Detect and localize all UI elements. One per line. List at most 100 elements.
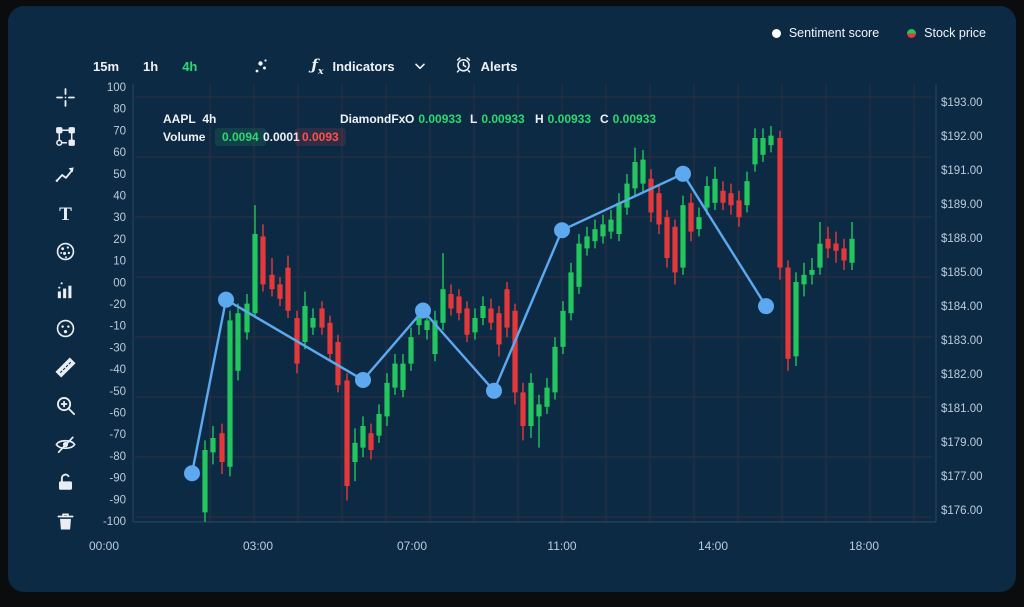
- candle-body: [664, 217, 670, 258]
- tool-ruler[interactable]: [52, 354, 79, 381]
- alerts-label: Alerts: [480, 58, 518, 74]
- tool-delete[interactable]: [52, 508, 79, 535]
- chart-toolbar: 15m 1h 4h ƒx Indicators Alerts: [93, 55, 517, 77]
- volume-chip-up: 0.0094: [215, 128, 266, 146]
- candle-body: [376, 414, 382, 436]
- right-axis-tick-label: $176.00: [941, 505, 983, 517]
- candle-body: [432, 320, 438, 354]
- emoji-icon: [54, 317, 77, 340]
- zoom-in-icon: [54, 394, 77, 417]
- candle-body: [841, 248, 847, 261]
- candle-body: [384, 382, 390, 417]
- candlestick-series: [202, 126, 855, 522]
- candle-body: [310, 318, 316, 328]
- sentiment-point: [218, 291, 234, 308]
- stock-legend-label: Stock price: [924, 26, 986, 40]
- left-axis-tick-label: 10: [113, 256, 126, 268]
- indicators-button[interactable]: ƒx Indicators: [311, 56, 427, 77]
- scatter-dots-icon[interactable]: [251, 56, 271, 76]
- sphere-icon: [54, 240, 77, 263]
- candle-body: [344, 380, 350, 486]
- provider-label: DiamondFx: [340, 112, 406, 126]
- ohlc-value: 0.00933: [612, 112, 657, 126]
- right-axis-tick-label: $185.00: [941, 267, 983, 279]
- chart-legend: Sentiment score Stock price: [771, 26, 986, 40]
- candle-body: [640, 159, 646, 184]
- crosshair-icon: [54, 86, 77, 109]
- candle-body: [368, 433, 374, 450]
- ruler-icon: [54, 356, 77, 379]
- volume-chip-down: 0.0093: [295, 128, 346, 146]
- tool-sphere[interactable]: [52, 238, 79, 265]
- x-axis-tick-label: 03:00: [243, 539, 273, 553]
- chart-canvas[interactable]: 100 80 70 60 50 40 30 20 10 00 -20 -10 -30 -40 -50 -60 -…: [8, 6, 1016, 592]
- candle-body: [801, 274, 807, 285]
- tool-trend-line[interactable]: [52, 161, 79, 188]
- candle-body: [285, 267, 291, 311]
- right-axis-tick-label: $183.00: [941, 335, 983, 347]
- text-tool-icon: T: [54, 202, 77, 225]
- right-axis-tick-label: $181.00: [941, 403, 983, 415]
- candle-body: [728, 193, 734, 206]
- ohlc-high: H 0.00933: [535, 112, 591, 126]
- tool-forecast-bars[interactable]: [52, 277, 79, 304]
- candle-body: [496, 313, 502, 345]
- candle-body: [544, 387, 550, 407]
- left-axis-tick-label: 00: [113, 277, 126, 289]
- drawing-tools-sidebar: T: [52, 84, 79, 535]
- right-axis-tick-label: $189.00: [941, 199, 983, 211]
- left-axis-tick-label: 80: [113, 104, 126, 116]
- candle-body: [302, 306, 308, 342]
- symbol-and-interval: AAPL 4h: [163, 112, 216, 126]
- timeframe-15m[interactable]: 15m: [93, 58, 120, 74]
- tool-lock-open[interactable]: [52, 469, 79, 496]
- sentiment-point: [184, 465, 200, 482]
- left-axis-tick-label: -90: [109, 473, 126, 485]
- candle-body: [235, 313, 241, 371]
- left-axis-tick-label: -80: [109, 451, 126, 463]
- candle-body: [480, 306, 486, 318]
- candle-body: [520, 392, 526, 426]
- candle-body: [552, 346, 558, 393]
- left-axis-tick-label: -30: [109, 342, 126, 354]
- candle-body: [488, 308, 494, 323]
- candle-body: [504, 289, 510, 328]
- legend-item-stock[interactable]: Stock price: [907, 26, 986, 40]
- candle-body: [269, 274, 275, 290]
- right-axis-tick-label: $182.00: [941, 369, 983, 381]
- tool-text[interactable]: T: [52, 200, 79, 227]
- eye-off-icon: [54, 433, 77, 456]
- sentiment-point: [415, 302, 431, 319]
- candle-body: [680, 205, 686, 268]
- candle-body: [760, 138, 766, 155]
- right-axis-tick-label: $191.00: [941, 165, 983, 177]
- alerts-button[interactable]: Alerts: [454, 55, 518, 77]
- tool-crosshair[interactable]: [52, 84, 79, 111]
- candle-body: [352, 442, 358, 462]
- candle-body: [227, 320, 233, 467]
- tool-anchor-points[interactable]: [52, 123, 79, 150]
- tool-emoji[interactable]: [52, 315, 79, 342]
- forecast-bars-icon: [54, 279, 77, 302]
- sentiment-point: [554, 222, 570, 239]
- candle-body: [576, 243, 582, 287]
- right-axis-tick-label: $177.00: [941, 471, 983, 483]
- tool-hide-drawings[interactable]: [52, 431, 79, 458]
- ohlc-open: O 0.00933: [405, 112, 462, 126]
- sentiment-point: [675, 165, 691, 182]
- axis-frame: [132, 84, 937, 523]
- ohlc-low: L 0.00933: [470, 112, 525, 126]
- x-axis-tick-label: 00:00: [89, 539, 119, 553]
- left-axis-tick-label: -20: [109, 299, 126, 311]
- candle-body: [688, 202, 694, 232]
- legend-item-sentiment[interactable]: Sentiment score: [771, 26, 879, 40]
- candle-body: [472, 318, 478, 333]
- candle-body: [785, 267, 791, 359]
- trash-icon: [54, 510, 77, 533]
- x-axis-tick-label: 14:00: [698, 539, 728, 553]
- candle-body: [833, 243, 839, 251]
- timeframe-1h[interactable]: 1h: [143, 58, 159, 74]
- tool-zoom-in[interactable]: [52, 392, 79, 419]
- timeframe-4h[interactable]: 4h: [182, 58, 198, 74]
